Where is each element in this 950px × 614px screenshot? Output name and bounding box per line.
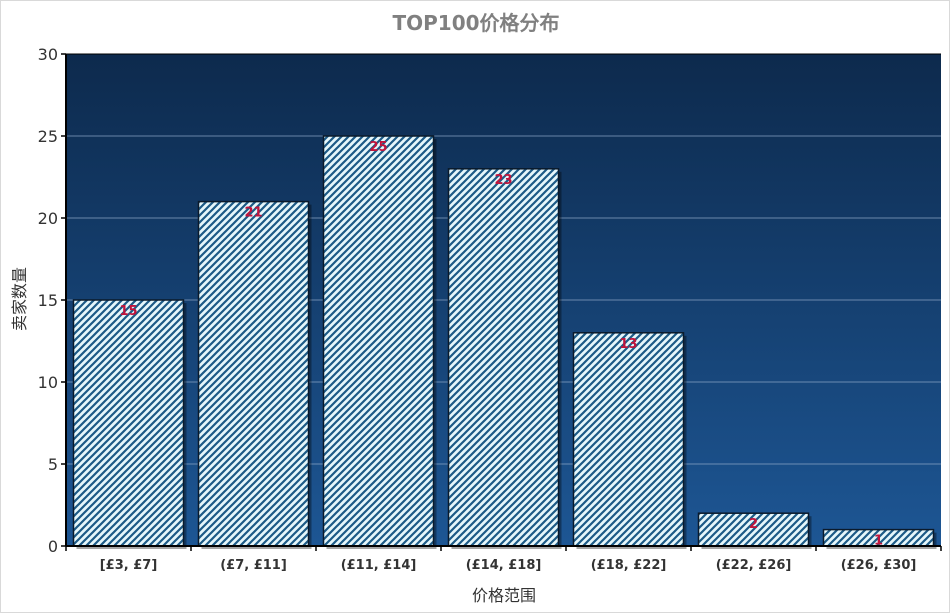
x-tick-label: (£14, £18] xyxy=(466,558,542,573)
x-tick-label: (£26, £30] xyxy=(841,558,917,573)
x-tick-label: (£7, £11] xyxy=(220,558,287,573)
bar-4 xyxy=(447,168,560,547)
bar-1 xyxy=(72,299,185,547)
axes: 0 5 10 15 20 25 30 [£3, £7] (£7, £11] (£11, £14] (… xyxy=(38,45,942,573)
y-tick-label: 0 xyxy=(48,537,58,556)
y-tick-label: 30 xyxy=(38,45,58,64)
bar-5 xyxy=(572,332,685,547)
data-label: 25 xyxy=(369,140,387,155)
x-tick-label: (£11, £14] xyxy=(341,558,417,573)
bar-6 xyxy=(697,512,810,547)
data-label: 13 xyxy=(619,337,637,352)
y-tick-label: 15 xyxy=(38,291,58,310)
x-tick-label: (£22, £26] xyxy=(716,558,792,573)
x-tick-label: (£18, £22] xyxy=(591,558,667,573)
y-tick-label: 10 xyxy=(38,373,58,392)
y-tick-label: 25 xyxy=(38,127,58,146)
data-label: 23 xyxy=(494,173,512,188)
bar-3 xyxy=(322,135,435,547)
data-label: 1 xyxy=(874,534,883,549)
data-label: 2 xyxy=(749,517,758,532)
data-label: 15 xyxy=(119,304,137,319)
y-tick-label: 5 xyxy=(48,455,58,474)
x-tick-label: [£3, £7] xyxy=(100,558,158,573)
bars xyxy=(72,135,937,550)
x-axis-label: 价格范围 xyxy=(472,586,536,605)
chart-title: TOP100价格分布 xyxy=(392,11,559,35)
y-axis-label: 卖家数量 xyxy=(10,267,29,331)
data-label: 21 xyxy=(244,206,262,221)
bar-2 xyxy=(197,200,310,547)
y-tick-label: 20 xyxy=(38,209,58,228)
